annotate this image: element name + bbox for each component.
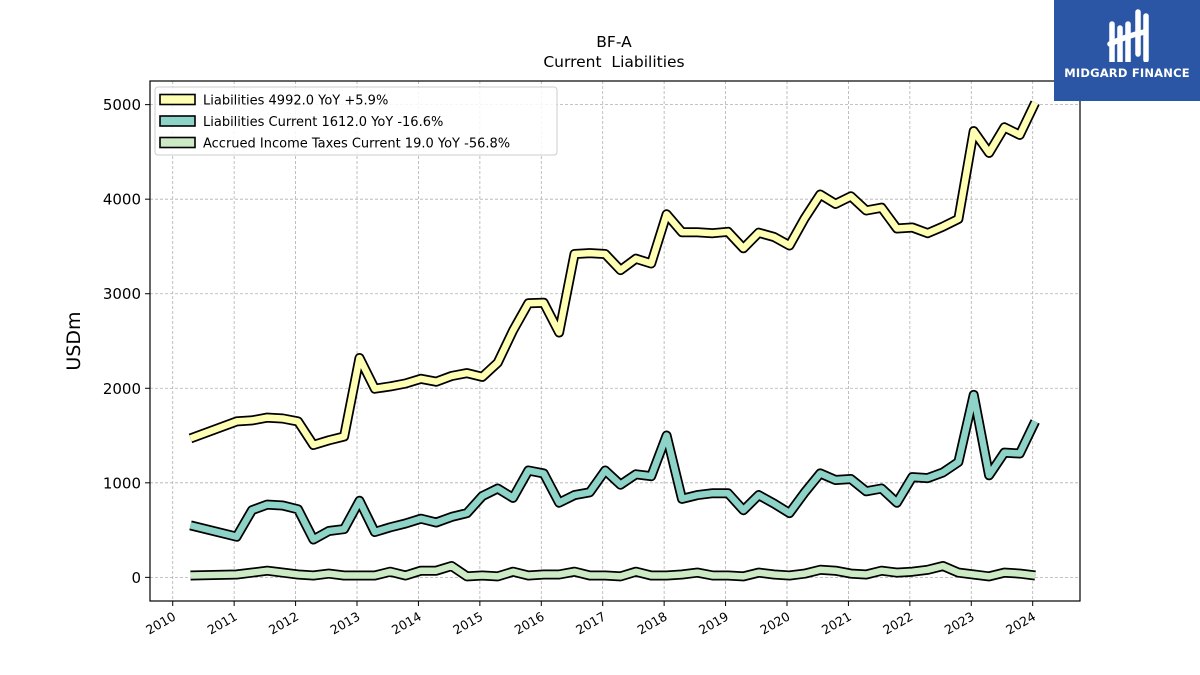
grid: [150, 81, 1080, 601]
x-tick-label: 2018: [635, 609, 670, 638]
x-tick-label: 2012: [266, 609, 301, 638]
legend-label: Accrued Income Taxes Current 19.0 YoY -5…: [203, 137, 510, 152]
x-tick-label: 2024: [1003, 609, 1038, 638]
legend-swatch: [159, 115, 196, 127]
axes: 0 1000 2000 3000 4000 5000 2010 2011 2012 2013 201…: [103, 96, 1038, 637]
series-line-accrued-income-taxes-current: [190, 562, 1036, 580]
x-tick-label: 2022: [880, 609, 915, 638]
x-tick-label: 2011: [205, 609, 240, 638]
x-tick-label: 2021: [819, 609, 854, 638]
series-outline-liabilities-current: [189, 389, 1040, 545]
legend-box: [154, 86, 558, 156]
chart-title: BF-A: [596, 33, 632, 51]
brand-name: MIDGARD FINANCE: [1064, 66, 1190, 80]
x-tick-label: 2010: [143, 609, 178, 638]
x-tick-label: 2013: [327, 609, 362, 638]
x-tick-label: 2016: [512, 609, 547, 638]
x-tick-label: 2014: [389, 609, 424, 638]
x-tick-label: 2019: [696, 609, 731, 638]
y-tick-label: 3000: [103, 285, 141, 303]
chart-subtitle: Current Liabilities: [543, 53, 684, 71]
series-line-liabilities: [189, 101, 1039, 449]
legend-swatch: [159, 93, 196, 106]
y-tick-label: 2000: [103, 380, 141, 398]
y-axis-label: USDm: [63, 311, 85, 370]
legend: Liabilities 4992.0 YoY +5.9% Liabilities …: [154, 86, 558, 156]
legend-label: Liabilities Current 1612.0 YoY -16.6%: [203, 115, 443, 130]
legend-swatch: [159, 136, 196, 149]
y-tick-label: 5000: [103, 96, 141, 114]
series-layer: [188, 100, 1040, 582]
x-tick-label: 2015: [450, 609, 485, 638]
legend-label: Liabilities 4992.0 YoY +5.9%: [203, 94, 388, 109]
brand-logo: MIDGARD FINANCE: [1054, 0, 1200, 101]
y-tick-label: 1000: [103, 474, 141, 492]
x-tick-label: 2017: [573, 609, 608, 638]
midgard-logo-icon: [1107, 9, 1149, 62]
y-tick-label: 0: [131, 569, 141, 587]
y-tick-label: 4000: [103, 191, 141, 209]
series-line-liabilities-current: [189, 391, 1039, 543]
x-tick-label: 2023: [942, 609, 977, 638]
x-tick-label: 2020: [757, 609, 792, 638]
plot-frame: [149, 80, 1081, 602]
